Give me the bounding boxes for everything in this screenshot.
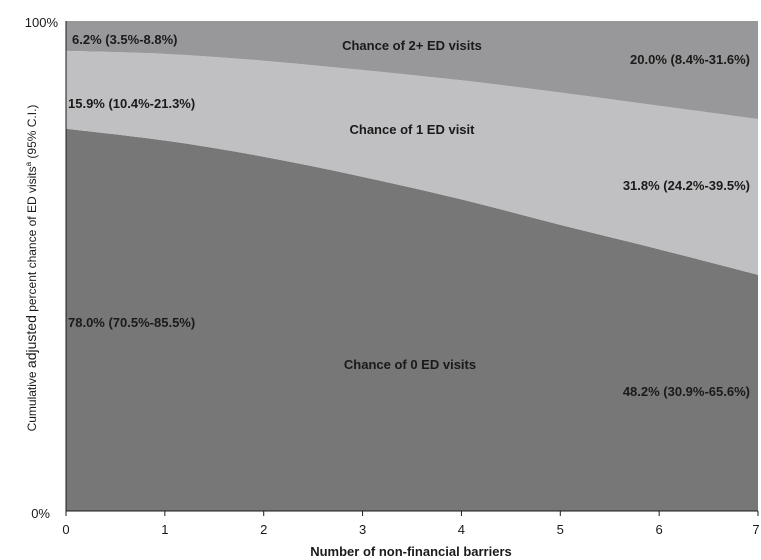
area-two-plus-visits [66,21,758,119]
x-axis-title: Number of non-financial barriers [310,544,512,559]
x-tick-label-0: 0 [62,522,69,537]
area-zero-visits [66,128,758,512]
annotation-0-start: 78.0% (70.5%-85.5%) [68,315,195,330]
x-tick-label-1: 1 [161,522,168,537]
x-tick-label-7: 7 [752,522,759,537]
area-layers [66,21,758,512]
y-axis-title: Cumulative adjusted percent chance of ED… [23,105,39,432]
annotation-2plus-start: 6.2% (3.5%-8.8%) [72,32,178,47]
series-label-0: Chance of 0 ED visits [344,357,476,372]
area-one-visit [66,50,758,275]
series-label-1: Chance of 1 ED visit [350,122,476,137]
x-tick-label-5: 5 [557,522,564,537]
series-label-2plus: Chance of 2+ ED visits [342,38,482,53]
y-tick-100: 100% [25,15,59,30]
x-tick-label-4: 4 [458,522,465,537]
x-tick-label-3: 3 [359,522,366,537]
x-tick-label-6: 6 [656,522,663,537]
x-tick-label-2: 2 [260,522,267,537]
annotation-2plus-end: 20.0% (8.4%-31.6%) [630,52,750,67]
annotation-0-end: 48.2% (30.9%-65.6%) [623,384,750,399]
annotation-1-end: 31.8% (24.2%-39.5%) [623,178,750,193]
y-tick-0: 0% [31,506,50,521]
annotation-1-start: 15.9% (10.4%-21.3%) [68,96,195,111]
x-axis-ticks: 0 1 2 3 4 5 6 7 [62,511,760,537]
